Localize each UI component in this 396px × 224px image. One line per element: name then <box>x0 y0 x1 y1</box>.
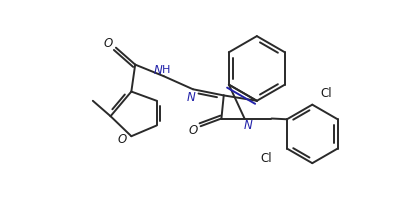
Text: N: N <box>187 91 196 104</box>
Text: N: N <box>154 63 163 77</box>
Text: O: O <box>118 133 127 146</box>
Text: O: O <box>104 37 113 50</box>
Text: H: H <box>162 65 170 75</box>
Text: Cl: Cl <box>320 87 332 100</box>
Text: N: N <box>244 119 253 132</box>
Text: Cl: Cl <box>261 152 272 165</box>
Text: O: O <box>188 124 198 137</box>
